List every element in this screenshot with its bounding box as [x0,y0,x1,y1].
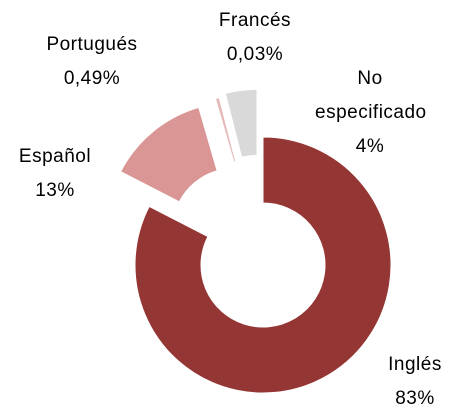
value-label: 13% [35,180,75,201]
category-name: Portugués [46,34,138,55]
donut-segment [219,96,238,162]
value-label: 0,03% [226,44,284,65]
donut-segment [134,136,392,394]
donut-segment [214,97,237,163]
donut-segment [224,88,258,158]
category-name: Francés [218,10,292,31]
segment-label: Portugués 0,49% [37,28,147,96]
segment-label: Francés 0,03% [205,4,305,72]
segment-label: Español 13% [10,140,100,208]
category-name: No especificado [315,68,427,123]
category-name: Español [18,146,92,167]
value-label: 0,49% [63,68,121,89]
value-label: 83% [395,388,435,407]
value-label: 4% [355,136,385,157]
segment-label: Inglés 83% [370,348,460,407]
donut-segment [119,106,218,203]
segment-label: No especificado 4% [315,62,427,164]
category-name: Inglés [388,354,442,375]
